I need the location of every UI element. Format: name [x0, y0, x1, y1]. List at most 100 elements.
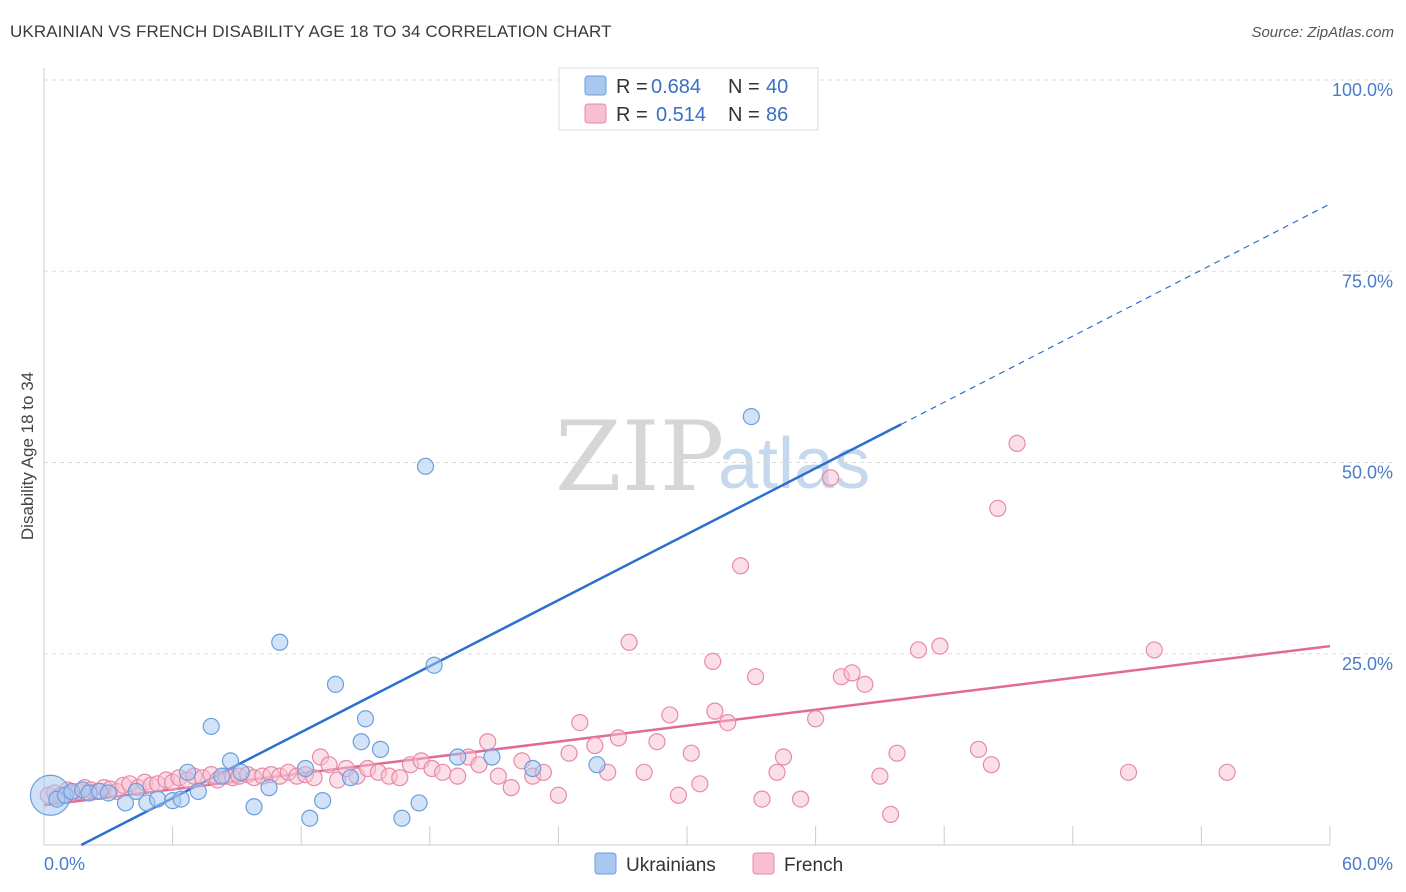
data-points	[29, 71, 1236, 827]
point-ukrainians	[326, 675, 345, 693]
point-french	[635, 763, 653, 781]
axes	[43, 68, 1331, 846]
point-french	[449, 767, 467, 785]
point-french	[1008, 434, 1026, 452]
point-ukrainians	[742, 408, 760, 426]
legend-r-label-ukrainians: R =	[616, 76, 648, 98]
legend-r-value-ukrainians: 0.684	[651, 76, 701, 98]
point-french	[320, 756, 338, 774]
point-french	[560, 744, 578, 762]
point-french	[1218, 763, 1236, 781]
point-french	[620, 633, 638, 651]
point-french	[489, 767, 507, 785]
point-ukrainians	[371, 740, 390, 758]
point-ukrainians	[221, 752, 240, 770]
point-french	[909, 641, 928, 659]
point-french	[871, 767, 889, 785]
series-legend-swatch-ukrainians	[594, 852, 617, 875]
point-ukrainians	[127, 782, 145, 801]
point-ukrainians	[99, 784, 117, 802]
point-french	[669, 786, 688, 804]
point-french	[706, 702, 724, 720]
y-tick-label: 100.0%	[1332, 80, 1393, 100]
point-french	[691, 775, 709, 793]
point-french	[479, 733, 497, 751]
point-ukrainians	[260, 779, 278, 797]
point-ukrainians	[352, 733, 370, 751]
point-ukrainians	[524, 759, 542, 778]
source-credit: Source: ZipAtlas.com	[1251, 24, 1394, 41]
point-ukrainians	[425, 656, 443, 674]
point-french	[586, 736, 604, 755]
point-ukrainians	[213, 767, 231, 785]
point-french	[549, 786, 568, 804]
point-french	[843, 664, 861, 682]
point-french	[969, 740, 988, 758]
x-tick-labels: 0.0% 60.0%	[44, 854, 1393, 874]
x-tick-label-min: 0.0%	[44, 854, 85, 874]
point-french	[571, 713, 589, 732]
point-french	[682, 744, 700, 762]
x-tick-label-max: 60.0%	[1342, 854, 1393, 874]
point-ukrainians	[296, 759, 315, 778]
point-french	[746, 668, 765, 686]
point-ukrainians	[356, 710, 375, 728]
y-tick-label: 75.0%	[1342, 271, 1393, 291]
series-legend-label-ukrainians: Ukrainians	[626, 855, 716, 876]
point-ukrainians	[245, 798, 263, 816]
y-tick-label: 25.0%	[1342, 654, 1393, 674]
point-ukrainians	[314, 792, 332, 810]
point-french	[648, 733, 666, 751]
point-french	[989, 499, 1007, 517]
point-ukrainians	[410, 794, 428, 812]
point-french	[888, 744, 906, 762]
watermark: ZIP atlas	[555, 401, 870, 513]
series-legend: Ukrainians French	[594, 852, 843, 876]
point-ukrainians	[483, 748, 501, 766]
legend-swatch-ukrainians	[584, 75, 607, 96]
gridlines	[44, 79, 1393, 655]
watermark-zip: ZIP	[555, 401, 724, 513]
watermark-atlas: atlas	[718, 424, 870, 504]
point-french	[661, 706, 679, 724]
legend-n-value-french: 86	[766, 104, 788, 126]
legend-n-value-ukrainians: 40	[766, 76, 788, 98]
point-ukrainians	[148, 790, 167, 808]
y-axis-label: Disability Age 18 to 34	[18, 372, 37, 540]
stats-legend: R = 0.684 N = 40 R = 0.514 N = 86	[558, 67, 819, 131]
legend-n-label-french: N =	[728, 104, 760, 126]
point-french	[931, 637, 949, 655]
point-french	[470, 756, 488, 774]
point-french	[502, 779, 520, 797]
point-french	[982, 756, 1000, 774]
chart-title: UKRAINIAN VS FRENCH DISABILITY AGE 18 TO…	[10, 22, 612, 41]
point-french	[1119, 763, 1138, 781]
point-ukrainians	[271, 633, 289, 651]
y-tick-labels: 100.0% 75.0% 50.0% 25.0%	[1332, 80, 1393, 674]
point-french	[609, 729, 628, 747]
point-ukrainians	[232, 763, 250, 781]
point-ukrainians	[179, 763, 197, 781]
point-french	[753, 790, 771, 808]
point-french	[391, 769, 409, 787]
legend-r-label-french: R =	[616, 104, 648, 126]
point-french	[731, 557, 750, 575]
point-ukrainians	[116, 794, 135, 812]
point-french	[822, 469, 840, 487]
point-ukrainians	[301, 809, 319, 827]
series-legend-label-french: French	[784, 855, 843, 876]
point-ukrainians	[393, 809, 411, 827]
point-ukrainians	[416, 457, 435, 475]
point-french	[774, 748, 793, 766]
legend-swatch-french	[584, 103, 607, 124]
point-ukrainians	[449, 748, 467, 766]
point-ukrainians	[189, 782, 207, 801]
point-french	[882, 805, 900, 824]
point-french	[806, 710, 825, 728]
point-ukrainians	[341, 769, 360, 787]
point-french	[434, 763, 452, 781]
trend-line-extension-ukrainians	[901, 203, 1331, 425]
point-french	[719, 713, 737, 732]
point-french	[768, 763, 786, 781]
